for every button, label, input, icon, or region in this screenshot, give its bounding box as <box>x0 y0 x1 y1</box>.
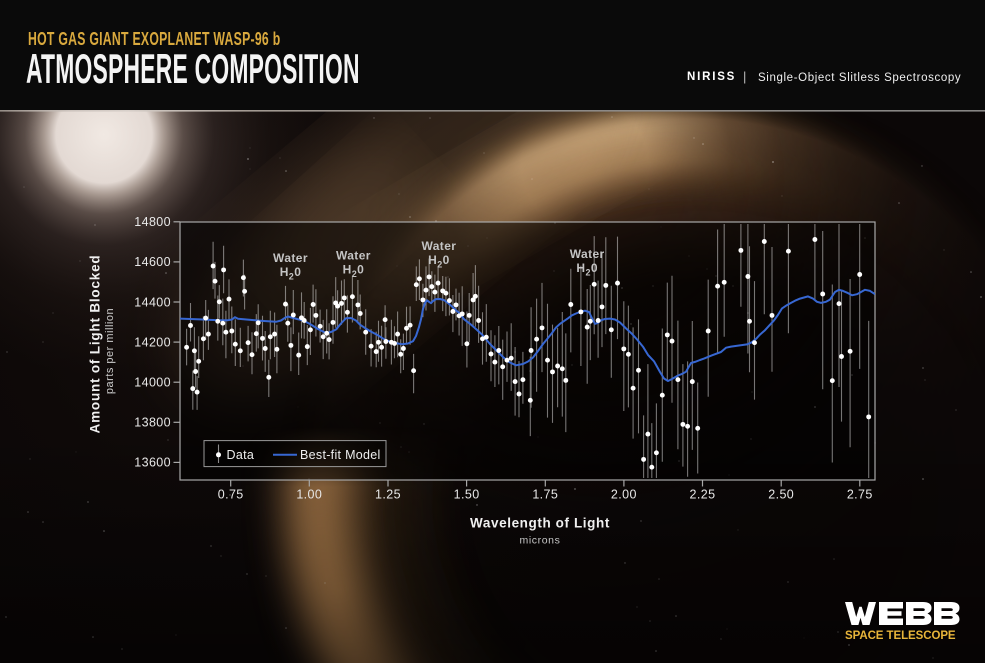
svg-text:13600: 13600 <box>134 456 171 470</box>
svg-text:1.00: 1.00 <box>296 488 322 502</box>
svg-text:13800: 13800 <box>134 416 171 430</box>
svg-text:2.25: 2.25 <box>690 488 716 502</box>
svg-text:2.00: 2.00 <box>611 488 637 502</box>
svg-text:Best-fit Model: Best-fit Model <box>300 448 381 462</box>
svg-text:H20: H20 <box>343 263 365 280</box>
svg-text:Water: Water <box>421 239 456 253</box>
svg-text:2.75: 2.75 <box>847 488 873 502</box>
svg-text:H20: H20 <box>576 261 598 278</box>
svg-text:Water: Water <box>273 251 308 265</box>
svg-text:1.50: 1.50 <box>454 488 480 502</box>
svg-text:14000: 14000 <box>134 376 171 390</box>
svg-text:SPACE TELESCOPE: SPACE TELESCOPE <box>845 630 958 642</box>
svg-text:parts per million: parts per million <box>104 308 116 394</box>
svg-text:Wavelength of Light: Wavelength of Light <box>470 516 610 531</box>
svg-text:H20: H20 <box>428 253 450 270</box>
svg-text:0.75: 0.75 <box>218 488 244 502</box>
svg-text:Amount of Light Blocked: Amount of Light Blocked <box>88 255 103 434</box>
svg-text:1.75: 1.75 <box>532 488 558 502</box>
svg-text:Water: Water <box>336 249 371 263</box>
svg-text:Water: Water <box>570 247 605 261</box>
svg-text:14800: 14800 <box>134 215 171 229</box>
svg-text:H20: H20 <box>280 265 302 282</box>
svg-text:2.50: 2.50 <box>768 488 794 502</box>
svg-text:14400: 14400 <box>134 295 171 309</box>
svg-text:14200: 14200 <box>134 335 171 349</box>
svg-text:microns: microns <box>520 535 561 547</box>
svg-text:1.25: 1.25 <box>375 488 401 502</box>
svg-text:14600: 14600 <box>134 255 171 269</box>
svg-text:Data: Data <box>227 448 255 462</box>
